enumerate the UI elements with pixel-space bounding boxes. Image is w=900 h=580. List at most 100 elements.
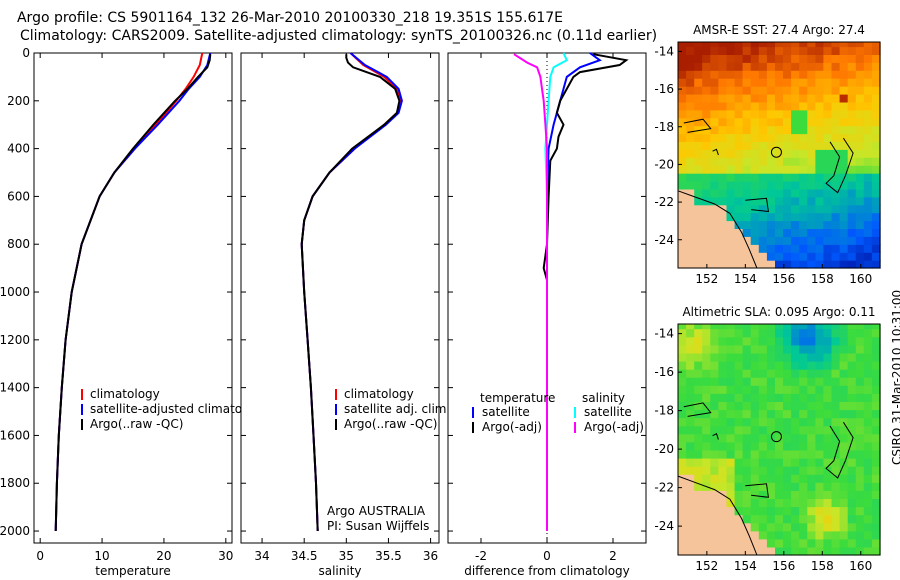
map-grid-cell — [694, 125, 703, 135]
map-grid-cell — [823, 458, 833, 467]
map-grid-cell — [678, 94, 687, 103]
map-grid-cell — [678, 141, 687, 150]
map-grid-cell — [718, 498, 728, 508]
map-grid-cell — [758, 530, 768, 540]
map-grid-cell — [750, 196, 760, 206]
map-grid-cell — [847, 141, 857, 150]
map-grid-cell — [726, 46, 736, 55]
map-grid-cell — [694, 86, 703, 95]
map-grid-cell — [742, 252, 752, 261]
map-grid-cell — [799, 78, 808, 87]
map-grid-cell — [758, 94, 768, 103]
sla-map-ytick-label: -22 — [654, 481, 674, 495]
map-grid-cell — [726, 220, 736, 229]
map-grid-cell — [766, 70, 776, 79]
map-grid-cell — [726, 514, 736, 524]
map-grid-cell — [766, 125, 776, 135]
map-grid-cell — [702, 466, 711, 475]
map-grid-cell — [823, 78, 833, 87]
map-grid-cell — [775, 86, 784, 95]
map-grid-cell — [726, 336, 736, 346]
map-grid-cell — [734, 466, 744, 475]
map-grid-cell — [726, 401, 736, 411]
map-grid-cell — [750, 236, 760, 245]
map-grid-cell — [686, 336, 695, 346]
map-grid-cell — [766, 220, 776, 229]
map-grid-cell — [775, 220, 784, 229]
map-grid-cell — [839, 401, 849, 411]
map-grid-cell — [678, 149, 687, 158]
map-grid-cell — [855, 482, 865, 491]
map-grid-cell — [799, 369, 808, 378]
map-grid-cell — [758, 344, 768, 354]
map-grid-cell — [766, 324, 776, 330]
map-grid-cell — [871, 425, 881, 435]
map-grid-cell — [710, 482, 719, 491]
map-grid-cell — [871, 70, 881, 79]
map-grid-cell — [710, 228, 719, 237]
map-grid-cell — [855, 344, 865, 354]
map-grid-cell — [766, 54, 776, 63]
map-grid-cell — [815, 490, 825, 499]
map-grid-cell — [855, 78, 865, 87]
map-grid-cell — [815, 344, 825, 354]
map-grid-cell — [831, 546, 841, 556]
float-program-label: Argo AUSTRALIA — [327, 504, 426, 518]
map-grid-cell — [775, 328, 784, 338]
map-grid-cell — [750, 62, 760, 71]
map-grid-cell — [847, 173, 857, 182]
map-grid-cell — [678, 42, 687, 48]
map-grid-cell — [783, 141, 792, 150]
map-grid-cell — [686, 490, 695, 499]
map-grid-cell — [750, 125, 760, 135]
map-grid-cell — [831, 141, 841, 150]
map-grid-cell — [807, 336, 816, 346]
map-grid-cell — [775, 344, 784, 354]
map-grid-cell — [863, 490, 873, 499]
map-grid-cell — [791, 78, 800, 87]
map-grid-cell — [750, 336, 760, 346]
map-grid-cell — [831, 369, 841, 378]
map-grid-cell — [758, 70, 768, 79]
sst-map-xtick-label: 160 — [849, 272, 872, 286]
map-grid-cell — [702, 530, 711, 540]
map-grid-cell — [678, 344, 687, 354]
map-grid-cell — [750, 433, 760, 443]
map-grid-cell — [734, 196, 744, 206]
map-grid-cell — [783, 466, 792, 475]
map-grid-cell — [839, 125, 849, 135]
sla-map-reef-contour — [745, 483, 769, 498]
map-grid-cell — [847, 401, 857, 411]
map-grid-cell — [839, 181, 849, 190]
map-grid-cell — [702, 204, 711, 214]
map-grid-cell — [718, 538, 728, 548]
map-grid-cell — [847, 498, 857, 508]
map-grid-cell — [710, 377, 719, 386]
map-grid-cell — [686, 220, 695, 229]
map-grid-cell — [678, 212, 687, 222]
map-grid-cell — [734, 385, 744, 394]
map-grid-cell — [702, 538, 711, 548]
map-grid-cell — [750, 70, 760, 79]
map-grid-cell — [815, 530, 825, 540]
map-grid-cell — [847, 377, 857, 386]
chart-title-line1: Argo profile: CS 5901164_132 26-Mar-2010… — [16, 10, 564, 26]
map-grid-cell — [791, 204, 800, 214]
map-grid-cell — [742, 369, 752, 378]
map-grid-cell — [791, 196, 800, 206]
map-grid-cell — [766, 393, 776, 402]
map-grid-cell — [783, 236, 792, 245]
map-grid-cell — [831, 181, 841, 190]
map-grid-cell — [855, 157, 865, 166]
map-grid-cell — [678, 425, 687, 435]
map-grid-cell — [791, 244, 800, 253]
map-grid-cell — [871, 212, 881, 222]
map-grid-cell — [831, 385, 841, 394]
map-grid-cell — [791, 417, 800, 427]
map-grid-cell — [694, 204, 703, 214]
map-grid-cell — [815, 506, 825, 516]
map-grid-cell — [702, 252, 711, 261]
map-grid-cell — [726, 324, 736, 330]
map-grid-cell — [686, 458, 695, 467]
map-grid-cell — [783, 244, 792, 253]
